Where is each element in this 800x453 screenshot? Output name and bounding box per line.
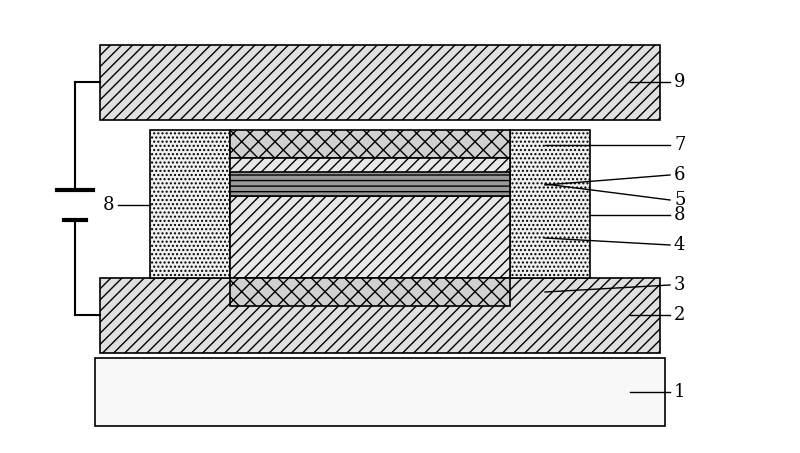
Bar bbox=[230, 172, 510, 196]
Text: 4: 4 bbox=[674, 236, 686, 254]
Text: 1: 1 bbox=[674, 383, 686, 401]
Text: 5: 5 bbox=[674, 191, 686, 209]
Bar bbox=[230, 278, 510, 306]
Text: 6: 6 bbox=[674, 166, 686, 184]
Text: 9: 9 bbox=[674, 73, 686, 91]
Text: 2: 2 bbox=[674, 306, 686, 324]
Text: 8: 8 bbox=[674, 206, 686, 224]
Text: 7: 7 bbox=[674, 136, 686, 154]
Bar bbox=[230, 196, 510, 278]
Bar bbox=[100, 278, 660, 353]
Text: 8: 8 bbox=[102, 196, 114, 214]
Bar bbox=[150, 130, 230, 278]
Bar bbox=[95, 358, 665, 426]
Bar bbox=[230, 130, 510, 158]
Bar bbox=[510, 130, 590, 278]
Bar bbox=[230, 158, 510, 240]
Text: 3: 3 bbox=[674, 276, 686, 294]
Bar bbox=[100, 45, 660, 120]
